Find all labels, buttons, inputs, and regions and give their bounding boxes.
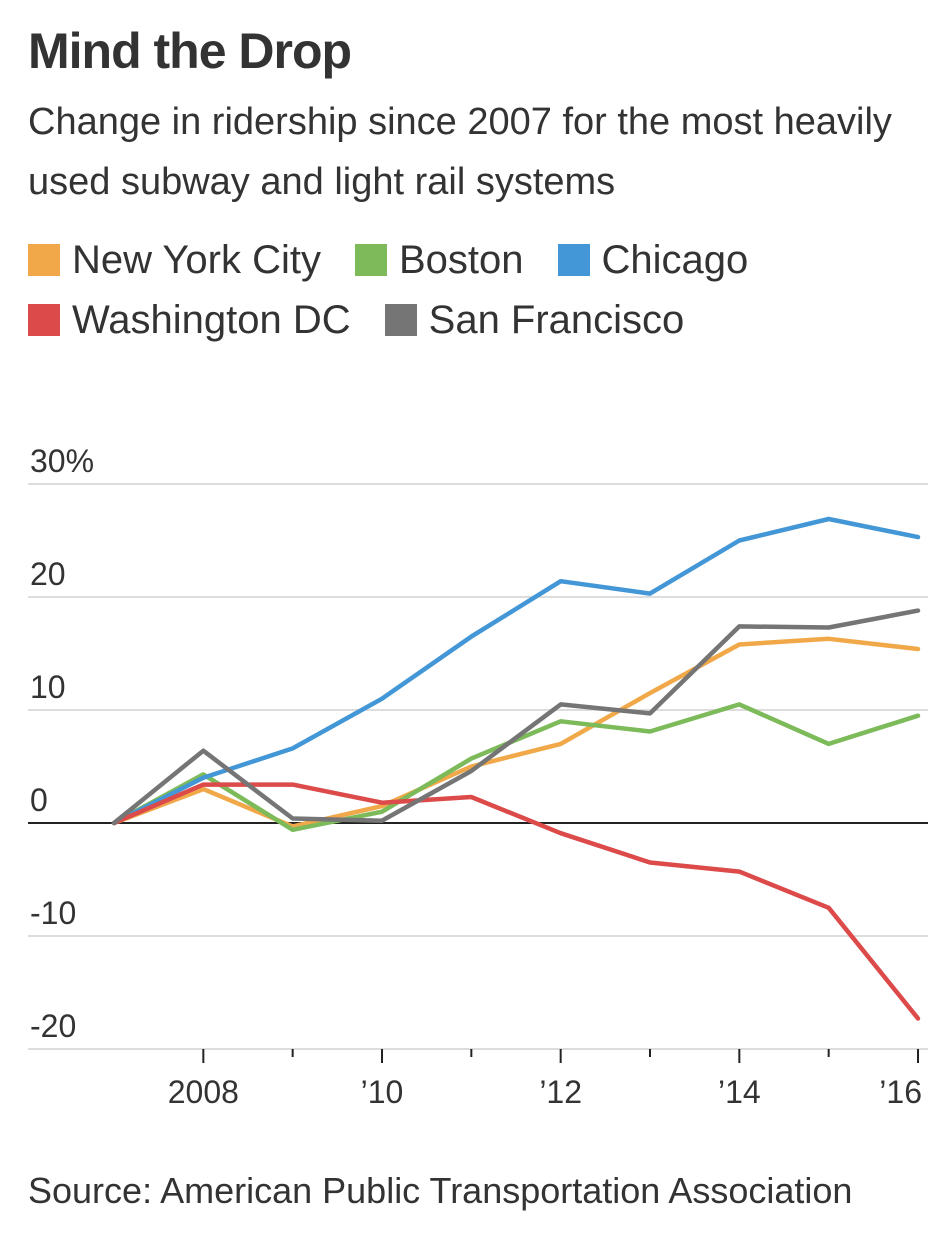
y-tick-label-20: 20 [30, 556, 66, 592]
x-tick-label-16: ’16 [879, 1074, 922, 1110]
x-tick-label-10: ’10 [361, 1074, 404, 1110]
legend-item-new-york-city: New York City [28, 238, 321, 283]
legend-label-san-francisco: San Francisco [428, 297, 685, 342]
legend-label-washington-dc: Washington DC [72, 297, 351, 342]
y-axis-tick-labels: 30% 20 10 0 -10 -20 [30, 443, 94, 1044]
legend-item-chicago: Chicago [557, 237, 749, 283]
legend-row-2: Washington DC San Francisco [28, 290, 928, 350]
legend: New York City Boston Chicago Washington … [28, 230, 928, 350]
legend-label-chicago: Chicago [601, 237, 749, 282]
legend-item-washington-dc: Washington DC [28, 298, 351, 343]
legend-swatch-new-york-city [28, 244, 60, 276]
x-axis: 2008 ’10 ’12 ’14 ’16 [168, 1049, 922, 1110]
y-tick-label-10: -10 [30, 895, 76, 931]
line-chart: 30% 20 10 0 -10 -20 2008 ’10 ’12 ’14 ’16 [28, 443, 928, 1110]
series-line-san-francisco [111, 608, 921, 826]
y-tick-label-0: 0 [30, 782, 48, 818]
x-tick-label-12: ’12 [539, 1074, 582, 1110]
legend-item-san-francisco: San Francisco [384, 297, 685, 343]
y-tick-label-20: -20 [30, 1008, 76, 1044]
legend-label-boston: Boston [398, 237, 524, 282]
series-line-chicago [111, 516, 921, 826]
legend-row-1: New York City Boston Chicago [28, 230, 928, 290]
legend-item-boston: Boston [354, 237, 524, 283]
legend-swatch-san-francisco [384, 304, 417, 336]
legend-swatch-washington-dc [28, 304, 60, 336]
chart-subtitle: Change in ridership since 2007 for the m… [28, 101, 892, 203]
x-tick-label-14: ’14 [718, 1074, 761, 1110]
series-line-new-york-city [111, 636, 921, 829]
series-lines [111, 516, 921, 1021]
y-tick-label-30: 30% [30, 443, 94, 479]
series-line-washington-dc [111, 782, 921, 1021]
legend-swatch-chicago [557, 244, 590, 276]
gridlines [28, 483, 928, 1050]
x-tick-label-2008: 2008 [168, 1074, 239, 1110]
legend-swatch-boston [354, 244, 387, 276]
y-tick-label-10: 10 [30, 669, 66, 705]
chart-title: Mind the Drop [28, 23, 352, 79]
legend-label-new-york-city: New York City [72, 237, 321, 282]
source-note: Source: American Public Transportation A… [28, 1170, 853, 1211]
